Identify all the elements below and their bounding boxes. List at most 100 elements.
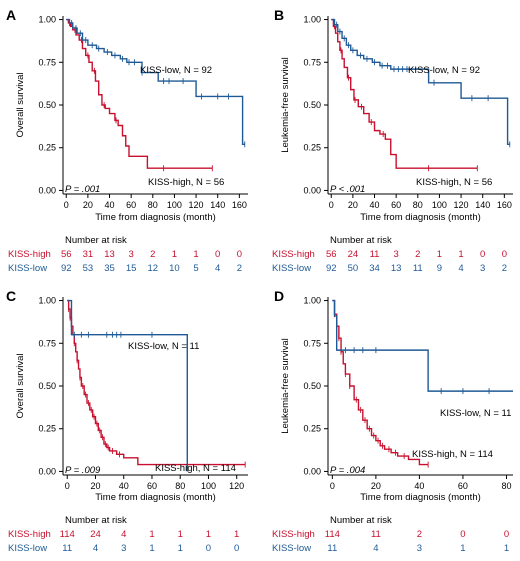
risk-count: 13 [104,249,115,260]
y-tick-label: 1.00 [38,15,56,25]
y-tick-label: 1.00 [303,296,321,306]
y-tick-label: 0.50 [38,381,56,391]
risk-count: 11 [327,543,337,554]
risk-count: 0 [234,543,239,554]
y-tick-label: 0.25 [38,143,56,153]
y-tick-label: 0.25 [303,424,321,434]
risk-count: 1 [172,249,177,260]
risk-count: 0 [502,249,507,260]
risk-count: 0 [206,543,211,554]
y-tick-label: 0.00 [38,466,56,476]
risk-row-label: KISS-low [8,543,47,554]
risk-table-title: Number at risk [65,515,127,526]
legend-kiss-low: KISS-low, N = 92 [140,65,212,76]
x-tick-label: 100 [432,200,447,210]
risk-count: 1 [458,249,463,260]
risk-count: 1 [437,249,442,260]
y-axis-label: Leukemia-free survival [280,338,291,434]
risk-count: 0 [215,249,220,260]
risk-count: 53 [83,263,94,274]
risk-count: 24 [90,529,101,540]
x-tick-label: 60 [458,481,468,491]
risk-count: 3 [480,263,485,274]
risk-count: 56 [61,249,72,260]
risk-count: 3 [129,249,134,260]
x-tick-label: 20 [83,200,93,210]
risk-count: 11 [370,249,380,260]
x-tick-label: 120 [189,200,204,210]
risk-count: 0 [460,529,465,540]
y-tick-label: 0.00 [303,466,321,476]
risk-count: 4 [458,263,463,274]
x-tick-label: 20 [371,481,381,491]
x-tick-label: 80 [501,481,511,491]
risk-count: 24 [348,249,359,260]
axes [324,16,513,198]
risk-count: 0 [504,529,509,540]
risk-count: 15 [126,263,137,274]
km-curve-kiss-low [67,299,188,472]
risk-count: 114 [325,529,340,540]
y-tick-label: 0.00 [38,185,56,195]
legend-kiss-low: KISS-low, N = 11 [128,341,199,352]
x-tick-label: 140 [475,200,490,210]
risk-table-title: Number at risk [330,235,392,246]
risk-count: 114 [60,529,75,540]
x-axis-label: Time from diagnosis (month) [360,492,481,503]
risk-count: 10 [169,263,180,274]
risk-count: 4 [373,543,378,554]
panel-letter: A [6,7,16,23]
x-tick-label: 0 [64,200,69,210]
risk-count: 4 [215,263,220,274]
risk-count: 9 [437,263,442,274]
risk-count: 2 [237,263,242,274]
y-tick-label: 0.75 [38,338,56,348]
x-tick-label: 40 [414,481,424,491]
axes [59,297,248,479]
x-axis-label: Time from diagnosis (month) [95,212,216,223]
panel-b: B0.000.250.500.751.000 20 40 60 80 100 120 140 1… [272,7,513,274]
x-tick-label: 100 [201,481,216,491]
risk-row-label: KISS-low [8,263,47,274]
p-value: P < .001 [330,184,365,195]
x-tick-label: 80 [413,200,423,210]
panel-a: A0.000.250.500.751.000 20 40 60 80 100 120 140 1… [6,7,248,274]
risk-count: 2 [150,249,155,260]
risk-count: 35 [104,263,115,274]
x-tick-label: 0 [65,481,70,491]
risk-row-label: KISS-high [8,529,51,540]
y-tick-label: 0.25 [303,143,321,153]
risk-count: 0 [480,249,485,260]
risk-count: 4 [121,529,126,540]
x-tick-label: 60 [391,200,401,210]
x-tick-label: 20 [348,200,358,210]
panel-letter: C [6,288,16,304]
x-tick-label: 100 [167,200,182,210]
x-tick-label: 60 [147,481,157,491]
risk-row-label: KISS-high [272,529,315,540]
y-tick-label: 0.50 [303,100,321,110]
y-tick-label: 1.00 [303,15,321,25]
risk-count: 1 [234,529,239,540]
legend-kiss-high: KISS-high, N = 114 [155,463,236,474]
risk-count: 92 [61,263,72,274]
x-tick-label: 120 [229,481,244,491]
risk-count: 1 [460,543,465,554]
risk-count: 34 [369,263,380,274]
panel-letter: B [274,7,284,23]
risk-count: 3 [394,249,399,260]
km-curve-kiss-low [331,18,510,146]
p-value: P = .009 [65,465,101,476]
x-axis-label: Time from diagnosis (month) [95,492,216,503]
x-tick-label: 40 [119,481,129,491]
x-tick-label: 120 [454,200,469,210]
risk-count: 1 [504,543,509,554]
risk-count: 1 [206,529,211,540]
risk-count: 1 [149,543,154,554]
risk-count: 56 [326,249,337,260]
risk-count: 3 [121,543,126,554]
risk-count: 92 [326,263,337,274]
x-tick-label: 160 [497,200,512,210]
legend-kiss-high: KISS-high, N = 114 [412,449,493,460]
